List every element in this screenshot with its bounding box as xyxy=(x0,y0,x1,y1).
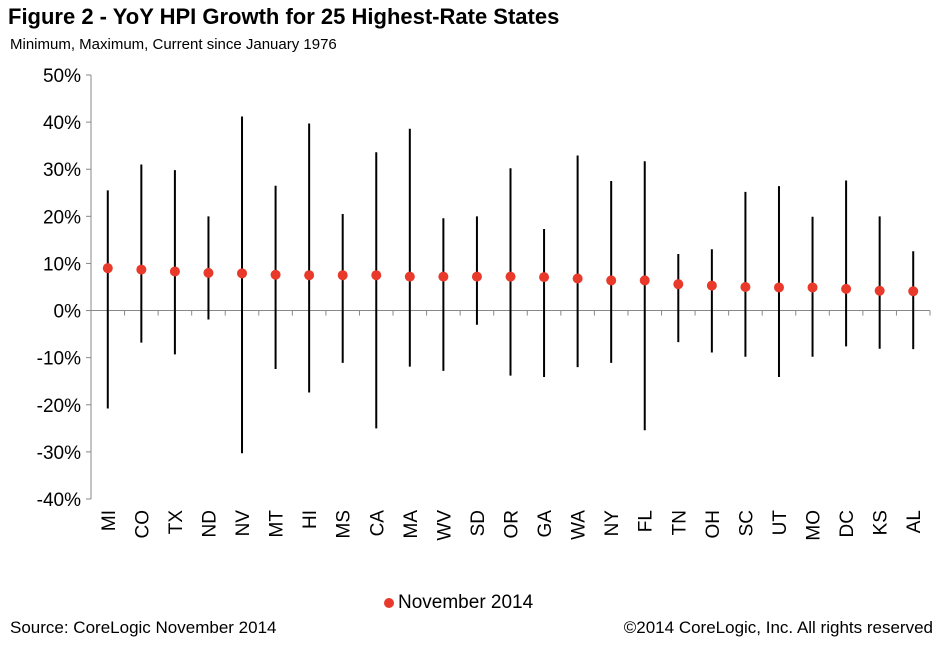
current-marker xyxy=(706,280,717,291)
copyright-note: ©2014 CoreLogic, Inc. All rights reserve… xyxy=(623,618,933,637)
chart-title: Figure 2 - YoY HPI Growth for 25 Highest… xyxy=(8,4,560,29)
x-tick-label: HI xyxy=(300,510,321,529)
x-tick-label: AL xyxy=(904,510,925,533)
y-tick-label: -30% xyxy=(37,443,81,464)
current-marker xyxy=(438,271,449,282)
x-tick-label: TX xyxy=(166,510,187,535)
current-marker xyxy=(740,282,751,292)
x-tick-label: SC xyxy=(736,510,757,536)
current-marker xyxy=(371,270,382,281)
current-marker xyxy=(572,273,583,284)
current-marker xyxy=(505,271,516,282)
range-lines xyxy=(106,116,915,454)
y-tick-label: -20% xyxy=(37,396,81,417)
x-tick-label: MO xyxy=(804,510,825,541)
x-tick-label: NV xyxy=(233,510,254,537)
x-tick-label: OH xyxy=(703,510,724,539)
current-marker xyxy=(169,266,180,277)
x-tick-label: WV xyxy=(434,510,455,541)
x-tick-label: MA xyxy=(401,510,422,539)
x-tick-label: ND xyxy=(199,510,220,537)
current-marker xyxy=(136,264,147,275)
x-tick-label: TN xyxy=(669,510,690,535)
x-tick-label: NY xyxy=(602,510,623,537)
x-tick-label: FL xyxy=(636,510,657,532)
current-marker xyxy=(773,282,784,293)
current-marker xyxy=(203,267,214,278)
x-tick-label: MS xyxy=(334,510,355,539)
source-note: Source: CoreLogic November 2014 xyxy=(10,618,277,637)
x-axis: MI CO TX ND NV MT HI MS CA MA WV SD OR GA WA NY FL TN OH SC… xyxy=(90,310,931,541)
x-tick-label: GA xyxy=(535,510,556,538)
current-marker xyxy=(908,286,919,297)
current-marker xyxy=(102,263,113,274)
current-marker xyxy=(874,285,885,296)
x-tick-label: OR xyxy=(502,510,523,539)
x-tick-label: MI xyxy=(99,510,120,531)
y-tick-label: -40% xyxy=(37,490,81,511)
legend-dot-icon xyxy=(384,598,394,608)
current-marker xyxy=(270,269,281,280)
current-marker xyxy=(841,283,852,294)
legend-label: November 2014 xyxy=(398,592,534,613)
x-tick-label: SD xyxy=(468,510,489,536)
current-marker xyxy=(606,275,617,286)
current-marker xyxy=(471,271,482,282)
y-tick-label: 40% xyxy=(43,113,81,134)
y-tick-label: 30% xyxy=(43,160,81,181)
x-tick-label: CA xyxy=(367,510,388,537)
current-marker xyxy=(237,268,248,279)
y-axis: 50% 40% 30% 20% 10% 0% -10% -20% -30% -40% xyxy=(37,66,92,511)
x-tick-label: UT xyxy=(770,510,791,536)
current-marker xyxy=(337,270,348,281)
current-marker xyxy=(673,279,684,290)
legend: November 2014 xyxy=(384,592,533,614)
chart-subtitle: Minimum, Maximum, Current since January … xyxy=(10,36,337,53)
x-tick-label: DC xyxy=(837,510,858,537)
y-tick-label: 0% xyxy=(54,302,82,323)
y-tick-label: 20% xyxy=(43,207,81,228)
current-marker xyxy=(539,272,550,283)
x-tick-label: WA xyxy=(569,510,590,540)
x-tick-label: MT xyxy=(267,510,288,538)
current-marker xyxy=(304,270,315,281)
y-tick-label: 50% xyxy=(43,66,81,87)
x-tick-label: KS xyxy=(871,510,892,535)
y-tick-label: -10% xyxy=(37,349,81,370)
current-marker xyxy=(807,282,818,293)
current-markers xyxy=(102,263,919,297)
y-tick-label: 10% xyxy=(43,254,81,275)
x-tick-label: CO xyxy=(132,510,153,539)
current-marker xyxy=(639,275,650,286)
current-marker xyxy=(404,271,415,282)
